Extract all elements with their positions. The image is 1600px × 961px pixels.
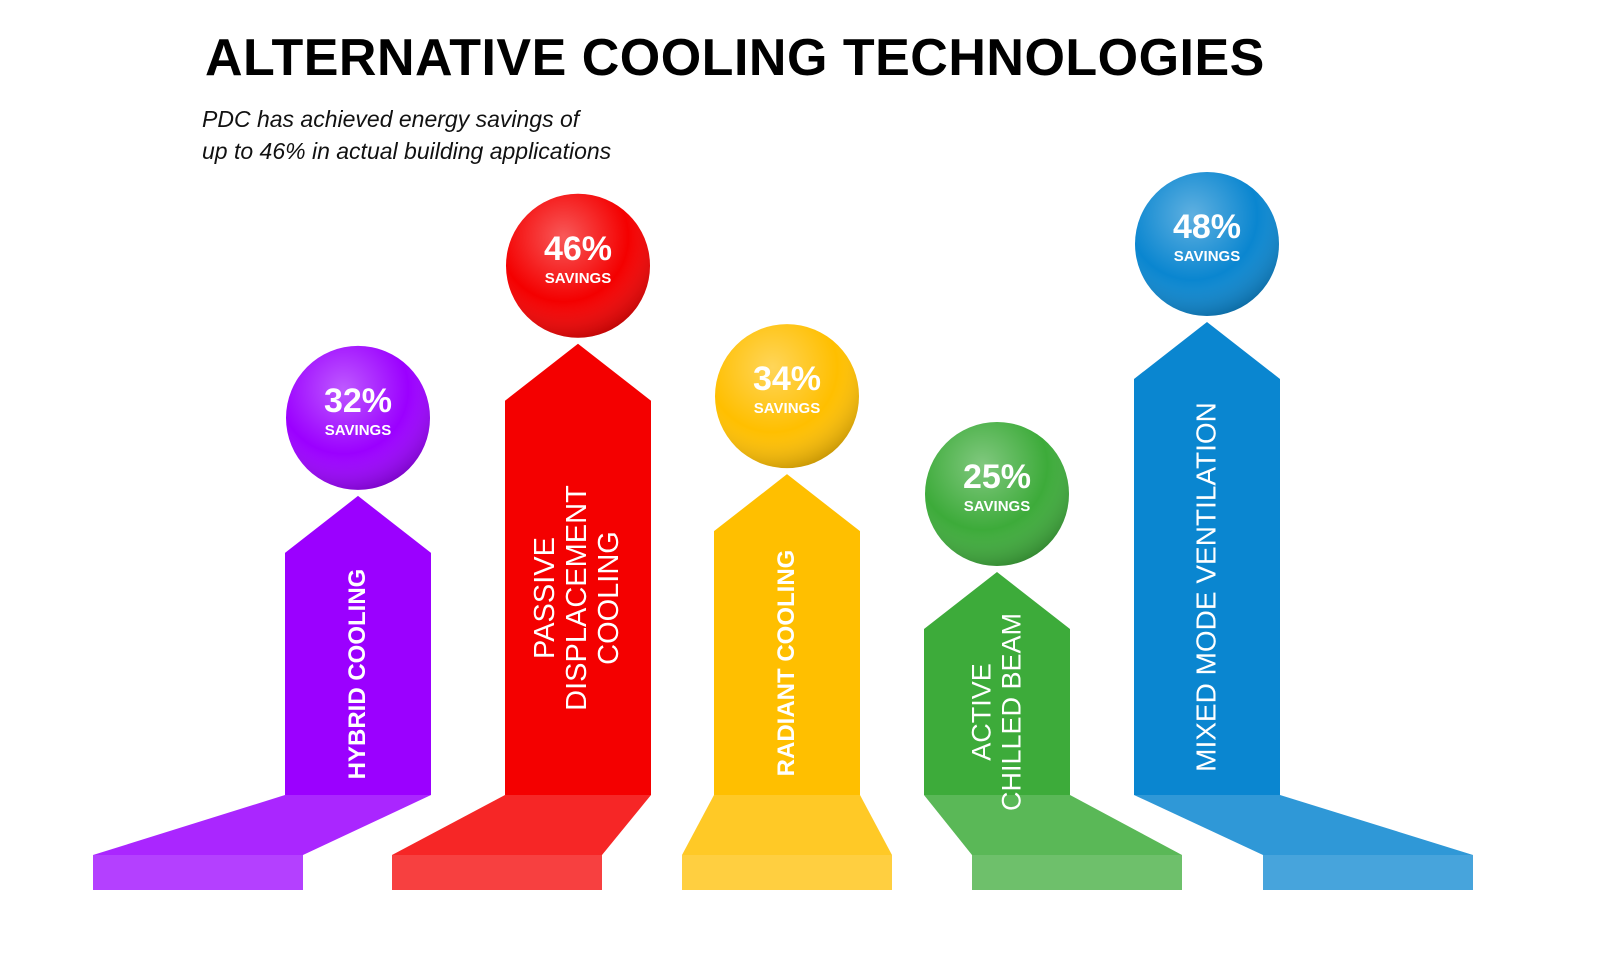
subtitle: PDC has achieved energy savings of [202,106,580,132]
value-caption: SAVINGS [963,498,1031,515]
subtitle: up to 46% in actual building application… [202,138,612,164]
arrow-bar [285,495,431,795]
value-label: 32% [323,381,393,420]
arrow-foot [392,795,651,855]
arrow-foot-front [682,855,892,890]
value-bubble-shine [286,345,430,490]
category-label: RADIANT COOLING [772,549,800,777]
value-label: 46% [543,229,613,268]
arrow-foot [682,795,892,855]
arrow-bar [714,474,860,795]
value-caption: SAVINGS [753,400,821,418]
value-caption: SAVINGS [324,421,392,439]
value-caption: SAVINGS [544,269,612,287]
value-label: 48% [1172,207,1242,246]
arrow-bar [924,572,1070,795]
category-label: PASSIVE DISPLACEMENT COOLING [529,485,625,711]
value-bubble-shine [715,324,859,469]
category-label: HYBRID COOLING [343,568,371,780]
value-bubble-shine [1135,171,1279,316]
arrow-bar [1134,321,1280,795]
value-caption: SAVINGS [1173,247,1241,265]
arrow-foot [924,795,1182,855]
arrow-foot [93,795,431,855]
category-label: ACTIVE CHILLED BEAM [966,612,1026,812]
arrow-foot-front [392,855,602,890]
arrow-foot [1134,795,1473,855]
category-label: MIXED MODE VENTILATION [1190,402,1222,772]
value-label: 34% [752,360,822,399]
chart-title: ALTERNATIVE COOLING TECHNOLOGIES [205,29,1265,87]
value-label: 25% [962,458,1032,496]
arrow-foot-front [93,855,303,890]
value-bubble-shine [506,193,650,338]
arrow-foot-front [972,855,1182,890]
value-bubble-shine [925,422,1069,566]
arrow-foot-front [1263,855,1473,890]
arrow-bar [505,343,651,795]
